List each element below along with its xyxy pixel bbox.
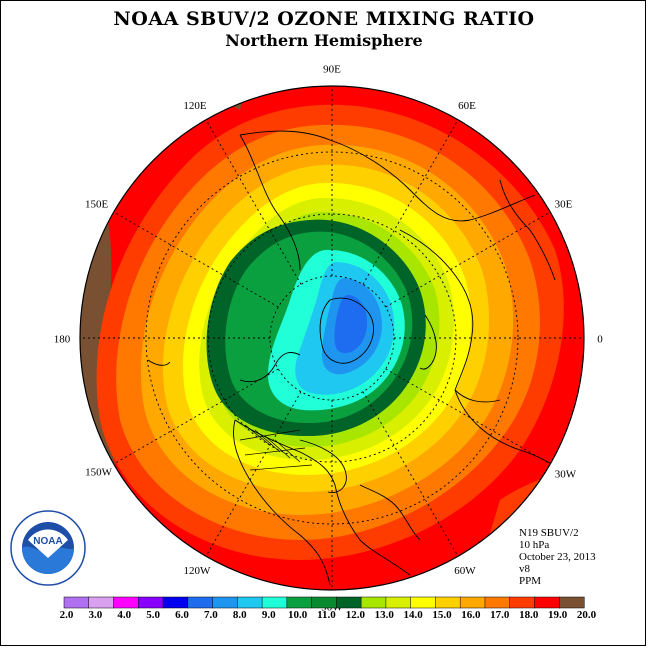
coastline-north-america-east — [234, 419, 411, 576]
longitude-label: 60E — [458, 100, 476, 112]
colorbar-tick-label: 20.0 — [577, 609, 597, 621]
meridian-line — [362, 119, 459, 285]
state-lines — [244, 424, 301, 463]
coastline-asia — [239, 130, 536, 222]
colorbar-tick-label: 12.0 — [346, 609, 366, 621]
us-state-grid — [239, 424, 313, 471]
coastline-hudson-bay — [299, 439, 347, 493]
colorbar-tick-label: 18.0 — [519, 609, 539, 621]
colorbar-segment — [261, 596, 288, 609]
colorbar-segment — [237, 596, 263, 609]
colorbar-tick-label: 7.0 — [204, 609, 218, 621]
colorbar-tick-label: 14.0 — [404, 609, 424, 621]
coastline-canada-arctic — [239, 352, 301, 383]
colorbar-segment — [336, 596, 362, 609]
colorbar-segment — [435, 596, 461, 609]
colorbar-tick-label: 17.0 — [490, 609, 510, 621]
colorbar-tick-label: 4.0 — [117, 609, 131, 621]
meridian-line — [362, 391, 459, 557]
logo-seagull — [28, 529, 68, 558]
colorbar-segment — [162, 596, 189, 609]
colorbar-segment — [360, 596, 387, 609]
state-lines-2 — [239, 429, 313, 471]
colorbar — [63, 596, 585, 609]
longitude-label: 30W — [555, 469, 577, 481]
colorbar-segment — [484, 596, 511, 609]
colorbar-segment — [138, 596, 164, 609]
meridian-line — [113, 368, 279, 465]
colorbar-tick-labels: 2.0 3.0 4.0 5.0 6.0 7.0 8.0 9.0 10.0 11.0 12.0 13.0… — [60, 609, 597, 621]
colorbar-tick-label: 6.0 — [175, 609, 189, 621]
colorbar-tick-label: 9.0 — [262, 609, 276, 621]
meridian-line — [205, 391, 302, 557]
meridian-line — [113, 211, 279, 308]
meridian-line — [385, 368, 551, 465]
colorbar-segment — [286, 596, 313, 609]
longitude-labels: 90E60E30E030W60W90W120W150W180150E120E — [54, 64, 604, 614]
colorbar-segment — [410, 596, 436, 609]
colorbar-tick-label: 13.0 — [375, 609, 395, 621]
map-title: NOAA SBUV/2 OZONE MIXING RATIO — [113, 8, 535, 30]
colorbar-segment — [311, 596, 337, 609]
longitude-label: 90E — [323, 64, 341, 76]
longitude-label: 150E — [85, 199, 109, 211]
colorbar-tick-label: 15.0 — [432, 609, 452, 621]
colorbar-tick-label: 19.0 — [548, 609, 568, 621]
colorbar-segment — [385, 596, 412, 609]
logo-text: NOAA — [33, 536, 62, 547]
colorbar-tick-label: 5.0 — [146, 609, 160, 621]
longitude-label: 120E — [183, 100, 207, 112]
parallel-30n — [145, 151, 519, 525]
info-level: 10 hPa — [519, 539, 550, 551]
coastline-north-america-west — [233, 419, 331, 586]
noaa-logo: NOAA — [10, 510, 86, 586]
coastline-scandinavia — [419, 314, 437, 370]
colorbar-segment — [187, 596, 214, 609]
longitude-label: 120W — [184, 565, 212, 577]
coastline-arabia — [499, 179, 556, 281]
colorbar-tick-label: 8.0 — [233, 609, 247, 621]
longitude-label: 0 — [597, 334, 603, 346]
colorbar-segment — [63, 596, 90, 609]
colorbar-segment — [212, 596, 238, 609]
longitude-label: 60W — [454, 565, 476, 577]
coastline-europe — [399, 229, 501, 403]
info-units: PPM — [519, 575, 542, 587]
colorbar-segment — [459, 596, 486, 609]
longitude-label: 30E — [555, 199, 573, 211]
longitude-label: 150W — [85, 467, 113, 479]
colorbar-segment — [558, 596, 585, 609]
meridian-line — [385, 211, 551, 308]
meridian-line — [205, 119, 302, 285]
colorbar-tick-label: 10.0 — [288, 609, 308, 621]
logo-wave — [22, 546, 74, 574]
info-instrument: N19 SBUV/2 — [519, 527, 579, 539]
coastline-gulf — [359, 484, 421, 541]
longitude-label: 180 — [54, 334, 71, 346]
colorbar-segment — [113, 596, 139, 609]
colorbar-segment — [534, 596, 560, 609]
band-6 — [334, 294, 368, 354]
info-date: October 23, 2013 — [519, 551, 596, 563]
coastline-alaska — [147, 359, 171, 366]
map-subtitle: Northern Hemisphere — [225, 31, 423, 50]
meridians — [80, 86, 584, 590]
colorbar-segment — [88, 596, 115, 609]
colorbar-tick-label: 11.0 — [317, 609, 336, 621]
colorbar-tick-label: 16.0 — [461, 609, 481, 621]
colorbar-tick-label: 2.0 — [60, 609, 74, 621]
colorbar-segment — [509, 596, 536, 609]
coastline-siberia — [239, 134, 301, 271]
coastline-greenland — [319, 297, 374, 364]
colorbar-tick-label: 3.0 — [88, 609, 102, 621]
info-version: v8 — [519, 563, 530, 575]
map-boundary — [79, 85, 585, 591]
